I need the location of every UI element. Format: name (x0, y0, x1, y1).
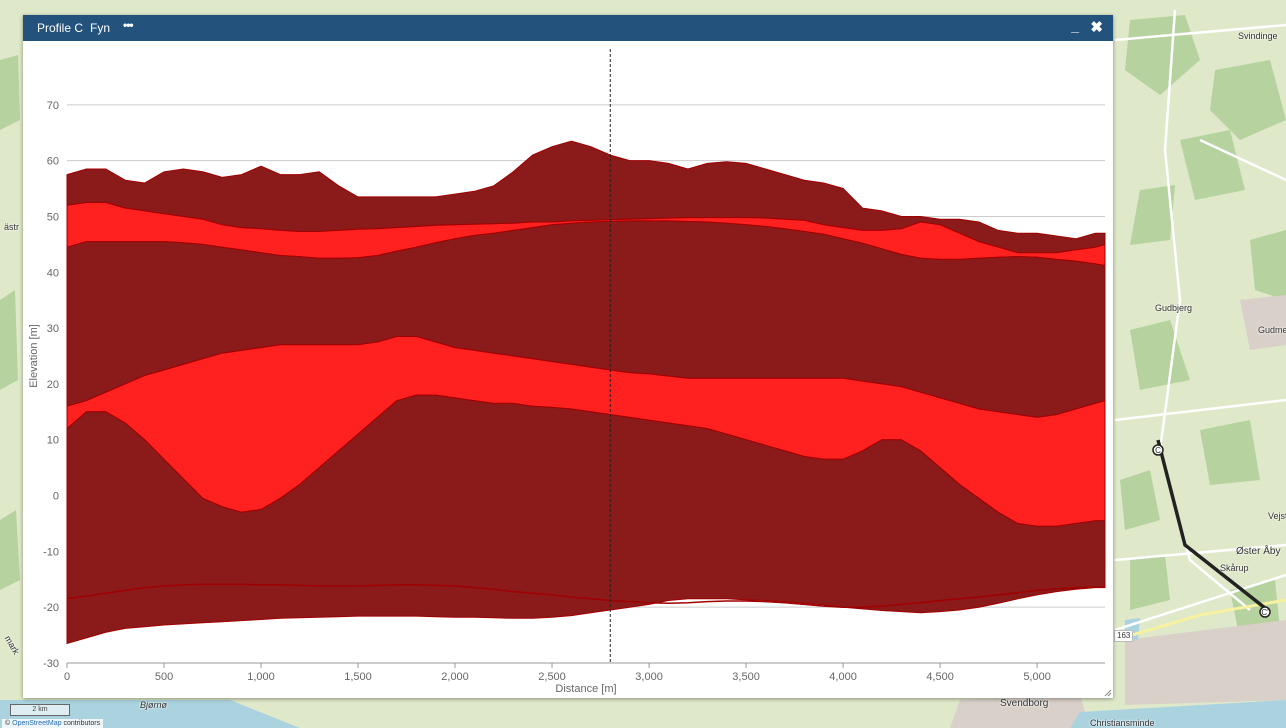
profile-window: Profile C Fyn ••• _ ✖ -30 -20 -10 0 10 20 30 40… (23, 15, 1113, 698)
map-label-astr: ästr (4, 222, 20, 232)
svg-text:C: C (1155, 446, 1161, 455)
osm-link[interactable]: OpenStreetMap (12, 720, 62, 727)
x-tick-label: 1,000 (247, 671, 275, 683)
chart-ticks: -30 -20 -10 0 10 20 30 40 50 60 70 0 500 1,000 1,500 2,… (43, 100, 1051, 683)
map-label-gudme: Gudme (1258, 325, 1286, 335)
profile-line[interactable] (1156, 439, 1267, 610)
x-axis-label: Distance [m] (555, 683, 616, 695)
profile-end-marker[interactable]: C' (1259, 606, 1271, 618)
y-tick-label: -20 (43, 602, 59, 614)
x-tick-label: 1,500 (344, 671, 372, 683)
svg-text:C': C' (1261, 608, 1269, 617)
map-label-svindinge: Svindinge (1238, 31, 1278, 41)
scale-bar: 2 km (10, 704, 70, 716)
window-subtitle: Fyn (90, 21, 111, 35)
y-tick-label: 50 (47, 211, 59, 223)
profile-start-marker[interactable]: C (1152, 444, 1164, 456)
y-tick-label: 10 (47, 435, 59, 447)
close-button[interactable]: ✖ (1090, 19, 1103, 36)
forest-patches (0, 15, 1286, 640)
attribution-suffix: contributors (63, 720, 101, 727)
y-tick-label: 0 (53, 491, 59, 503)
map-label-bjorno: Bjørnø (140, 700, 167, 710)
y-tick-label: 40 (47, 267, 59, 279)
road-number-badge: 163 (1114, 630, 1134, 642)
x-tick-label: 2,000 (441, 671, 469, 683)
x-tick-label: 0 (64, 671, 70, 683)
minimize-button[interactable]: _ (1071, 18, 1079, 34)
y-tick-label: 20 (47, 379, 59, 391)
map-label-skarup: Skårup (1220, 563, 1249, 573)
ellipsis-icon[interactable]: ••• (123, 18, 134, 32)
resize-handle[interactable] (1104, 689, 1112, 697)
roads (1114, 9, 1286, 632)
x-tick-label: 3,000 (635, 671, 663, 683)
main-road (1114, 598, 1286, 642)
window-title: Profile C (37, 21, 84, 35)
x-tick-label: 5,000 (1023, 671, 1051, 683)
y-tick-label: 30 (47, 323, 59, 335)
profile-window-titlebar[interactable]: Profile C Fyn ••• _ ✖ (23, 15, 1113, 41)
x-tick-label: 500 (155, 671, 173, 683)
y-axis-label: Elevation [m] (28, 324, 40, 388)
town-areas (950, 295, 1286, 728)
x-tick-label: 4,500 (926, 671, 954, 683)
y-tick-label: 60 (47, 156, 59, 168)
chart-areas (66, 140, 1106, 645)
y-tick-label: -10 (43, 546, 59, 558)
chart-lines (66, 583, 1105, 608)
layer-boundary-line-1 (66, 583, 1105, 608)
map-label-oster-aby: Øster Åby (1236, 546, 1281, 557)
y-tick-label: -30 (43, 658, 59, 670)
map-label-gudbjerg: Gudbjerg (1155, 303, 1193, 313)
map-label-svendborg: Svendborg (1000, 698, 1049, 709)
map-label-vejst: Vejst (1268, 511, 1286, 521)
elevation-profile-chart[interactable]: -30 -20 -10 0 10 20 30 40 50 60 70 0 500 1,000 1,500 2,… (23, 41, 1113, 698)
x-tick-label: 2,500 (538, 671, 566, 683)
y-tick-label: 70 (47, 100, 59, 112)
attribution-prefix: © (5, 720, 11, 727)
map-label-christiansminde: Christiansminde (1090, 718, 1155, 728)
x-tick-label: 3,500 (732, 671, 760, 683)
map-attribution: © OpenStreetMap contributors (2, 719, 104, 728)
x-tick-label: 4,000 (829, 671, 857, 683)
